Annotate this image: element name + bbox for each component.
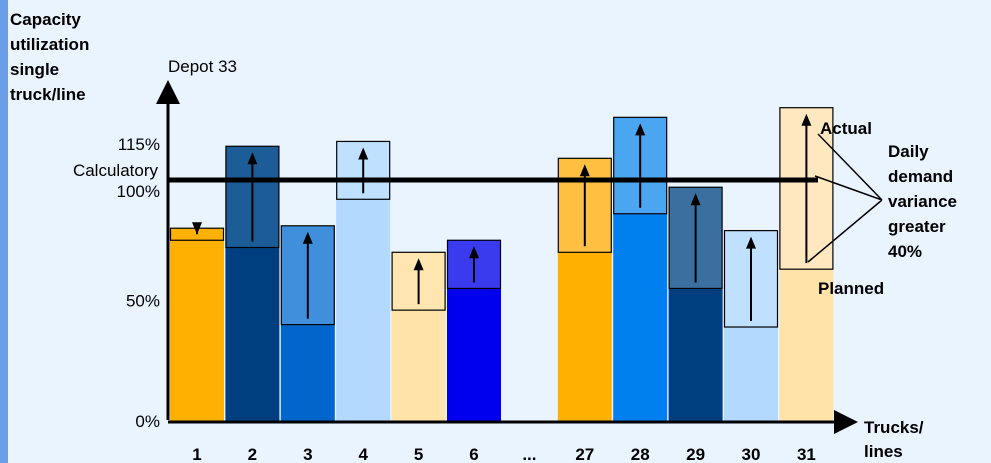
- variance-arrow-head: [801, 113, 812, 126]
- x-tick-label: 6: [469, 445, 478, 463]
- x-axis-title-line: lines: [864, 442, 903, 461]
- y-tick-label: 100%: [117, 182, 160, 201]
- variance-arrow-head: [192, 222, 202, 235]
- variance-arrow-head: [690, 193, 701, 206]
- y-tick-label: 50%: [126, 292, 160, 311]
- left-accent-strip: [0, 0, 8, 463]
- x-tick-label: ...: [522, 445, 536, 463]
- y-tick-label: 115%: [118, 135, 160, 154]
- bar-actual: [170, 228, 224, 421]
- bar-actual: [225, 247, 280, 421]
- x-axis-title-line: Trucks/: [864, 418, 924, 437]
- pointer-line: [807, 199, 883, 263]
- variance-annotation: Daily demand variance greater 40%: [888, 142, 962, 261]
- reference-line-layer: Calculatory: [73, 161, 818, 183]
- annotation-pointers: [807, 133, 883, 263]
- x-tick-label: 2: [248, 445, 257, 463]
- x-tick-label: 4: [358, 445, 368, 463]
- y-axis-arrow-icon: [156, 80, 180, 104]
- variance-annotation-line: Daily: [888, 142, 929, 161]
- bar-actual: [447, 288, 501, 421]
- bar-actual: [779, 269, 834, 421]
- ticks-layer: 1 2 3 4 5 6... 27 28 29 30 31 0% 50% 100% 115%: [117, 135, 816, 463]
- x-axis-title: Trucks/ lines: [864, 418, 928, 461]
- bar-actual: [280, 324, 335, 421]
- variance-arrow-head: [746, 236, 756, 249]
- variance-annotation-line: 40%: [888, 242, 922, 261]
- y-axis-title-line: utilization: [10, 35, 89, 54]
- variance-arrows-layer: [192, 113, 812, 322]
- variance-arrow-head: [413, 258, 424, 271]
- planned-annotation: Planned: [818, 279, 884, 298]
- chart-subtitle: Depot 33: [168, 57, 237, 76]
- x-tick-label: 29: [686, 445, 705, 463]
- pointer-line: [817, 133, 883, 201]
- variance-annotation-line: variance: [888, 192, 957, 211]
- variance-arrow-head: [579, 164, 590, 177]
- bar-actual: [724, 327, 778, 421]
- actual-annotation: Actual: [820, 119, 872, 138]
- bar-actual: [557, 252, 612, 421]
- pointer-line: [814, 175, 883, 201]
- bar-actual: [613, 213, 668, 421]
- variance-arrow-head: [358, 147, 369, 160]
- bar-actual: [391, 310, 446, 421]
- x-tick-label: 28: [631, 445, 650, 463]
- y-axis-title-line: Capacity: [10, 10, 81, 29]
- variance-arrow-head: [635, 123, 646, 136]
- x-tick-label: 3: [303, 445, 312, 463]
- bars-layer: [169, 107, 834, 421]
- x-tick-label: 5: [414, 445, 423, 463]
- bar-actual: [336, 199, 391, 421]
- y-axis-title-line: truck/line: [10, 85, 86, 104]
- variance-annotation-line: greater: [888, 217, 946, 236]
- x-axis-arrow-icon: [834, 410, 858, 434]
- x-tick-label: 30: [742, 445, 761, 463]
- y-axis-title: Capacity utilization single truck/line: [10, 10, 94, 104]
- x-tick-label: 27: [575, 445, 594, 463]
- reference-line-label: Calculatory: [73, 161, 159, 180]
- y-axis-title-line: single: [10, 60, 59, 79]
- y-tick-label: 0%: [135, 412, 160, 431]
- variance-annotation-line: demand: [888, 167, 953, 186]
- variance-arrow-head: [302, 231, 313, 244]
- variance-arrow-head: [469, 246, 479, 259]
- x-tick-label: 31: [797, 445, 816, 463]
- x-tick-label: 1: [192, 445, 201, 463]
- variance-arrow-head: [247, 152, 258, 165]
- bar-actual: [668, 288, 723, 421]
